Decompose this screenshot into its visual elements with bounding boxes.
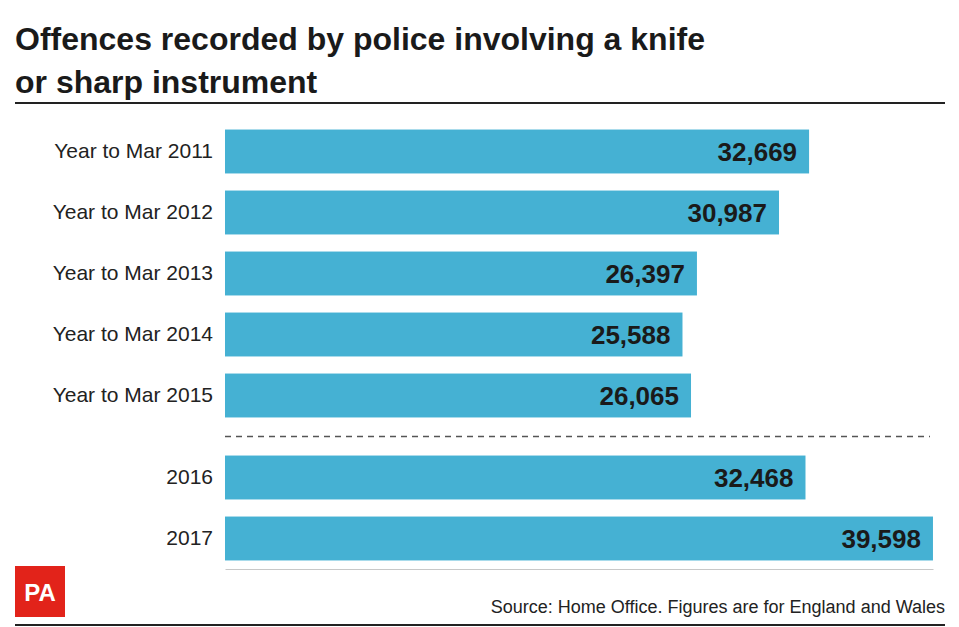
y-tick: Year to Mar 2013 [53, 261, 213, 284]
y-tick-label: 2017 [166, 526, 213, 549]
data-label: 32,468 [714, 463, 794, 493]
y-tick: Year to Mar 2012 [53, 200, 213, 223]
y-tick: Year to Mar 2015 [53, 383, 213, 406]
bars [225, 130, 933, 561]
bar [225, 374, 691, 418]
x-axis [226, 569, 934, 570]
bar [225, 130, 809, 174]
x-axis-line [226, 569, 934, 570]
data-label: 30,987 [687, 198, 767, 228]
y-tick-label: Year to Mar 2013 [53, 261, 213, 284]
y-tick: Year to Mar 2014 [53, 322, 214, 345]
bar [225, 456, 805, 500]
y-tick-label: Year to Mar 2011 [54, 139, 213, 162]
y-tick: Year to Mar 2011 [54, 139, 213, 162]
y-tick-label: Year to Mar 2012 [53, 200, 213, 223]
data-label: 25,588 [591, 320, 671, 350]
y-tick: 2017 [166, 526, 213, 549]
title: Offences recorded by police involving a … [15, 21, 705, 100]
y-tick: 2016 [166, 465, 213, 488]
bar [225, 252, 697, 296]
bottom-rule [15, 624, 945, 626]
y-tick-label: 2016 [166, 465, 213, 488]
chart: Offences recorded by police involving a … [0, 0, 959, 627]
bar [225, 517, 933, 561]
data-label: 39,598 [841, 524, 921, 554]
title-rule [15, 102, 945, 104]
data-label: 26,397 [605, 259, 685, 289]
data-label: 32,669 [718, 137, 798, 167]
y-tick-label: Year to Mar 2015 [53, 383, 213, 406]
data-labels: 32,669 30,987 26,397 25,588 26,065 32,468 39,5… [591, 137, 921, 554]
y-axis: Year to Mar 2011 Year to Mar 2012 Year to … [53, 139, 214, 549]
y-tick-label: Year to Mar 2014 [53, 322, 214, 345]
data-label: 26,065 [599, 381, 679, 411]
separator [225, 436, 930, 438]
bar [225, 313, 682, 357]
logo-box [15, 566, 65, 617]
bar [225, 191, 779, 235]
source: Source: Home Office. Figures are for Eng… [491, 597, 945, 617]
logo: PA [24, 579, 56, 606]
